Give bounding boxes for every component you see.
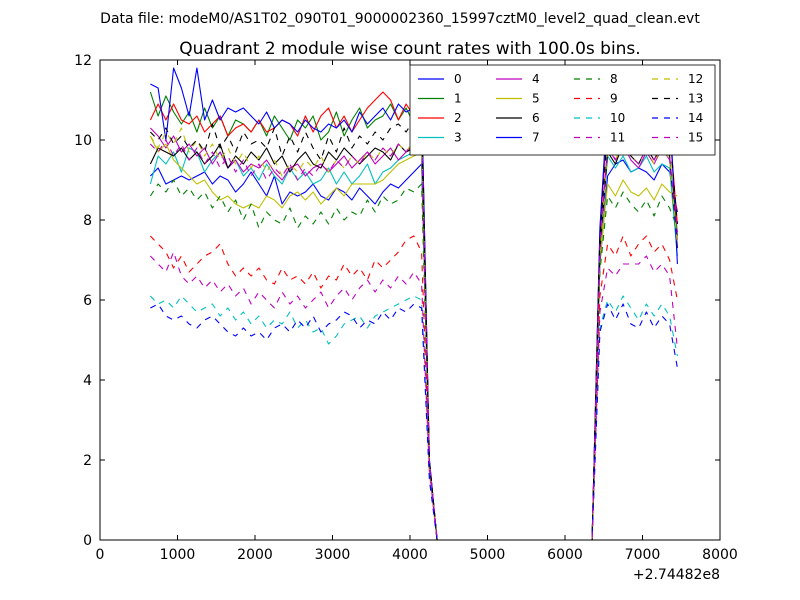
series-line-11 — [150, 251, 678, 541]
y-tick-label: 8 — [83, 213, 92, 229]
y-tick-label: 12 — [74, 53, 92, 69]
x-tick-label: 2000 — [237, 547, 273, 563]
series-layer — [149, 67, 678, 541]
chart-title: Quadrant 2 module wise count rates with … — [179, 39, 640, 59]
y-tick-label: 0 — [83, 533, 92, 549]
x-tick-label: 3000 — [315, 547, 351, 563]
chart-suptitle: Data file: modeM0/AS1T02_090T01_90000023… — [100, 11, 700, 27]
series-line-3 — [149, 147, 678, 541]
legend-label-3: 3 — [454, 131, 462, 145]
series-line-14 — [150, 303, 678, 541]
legend-label-2: 2 — [454, 111, 462, 125]
legend-label-0: 0 — [454, 72, 462, 86]
axis-ticks: 0 1000 2000 3000 4000 5000 6000 7000 80000246810… — [74, 53, 738, 563]
x-tick-label: 0 — [96, 547, 105, 563]
y-tick-label: 10 — [74, 133, 92, 149]
x-tick-label: 5000 — [470, 547, 506, 563]
legend-label-11: 11 — [610, 131, 625, 145]
y-tick-label: 4 — [83, 373, 92, 389]
x-offset-label: +2.74482e8 — [633, 567, 720, 583]
x-tick-label: 7000 — [625, 547, 661, 563]
legend-label-10: 10 — [610, 111, 625, 125]
y-tick-label: 6 — [83, 293, 92, 309]
x-tick-label: 4000 — [392, 547, 428, 563]
legend-label-8: 8 — [610, 72, 618, 86]
legend-label-7: 7 — [532, 131, 540, 145]
x-tick-label: 8000 — [702, 547, 738, 563]
x-tick-label: 1000 — [160, 547, 196, 563]
x-tick-label: 6000 — [547, 547, 583, 563]
legend-label-15: 15 — [688, 131, 703, 145]
legend-box — [409, 64, 716, 156]
legend-label-5: 5 — [532, 92, 540, 106]
series-line-15 — [150, 135, 678, 541]
series-line-13 — [150, 115, 678, 541]
legend-label-6: 6 — [532, 111, 540, 125]
legend-label-12: 12 — [688, 72, 703, 86]
series-line-10 — [150, 295, 678, 541]
legend-label-9: 9 — [610, 92, 618, 106]
legend-label-14: 14 — [688, 111, 703, 125]
legend-label-1: 1 — [454, 92, 462, 106]
series-line-5 — [149, 135, 678, 541]
legend-label-13: 13 — [688, 92, 703, 106]
y-tick-label: 2 — [83, 453, 92, 469]
legend-label-4: 4 — [532, 72, 540, 86]
series-line-0 — [150, 159, 678, 541]
